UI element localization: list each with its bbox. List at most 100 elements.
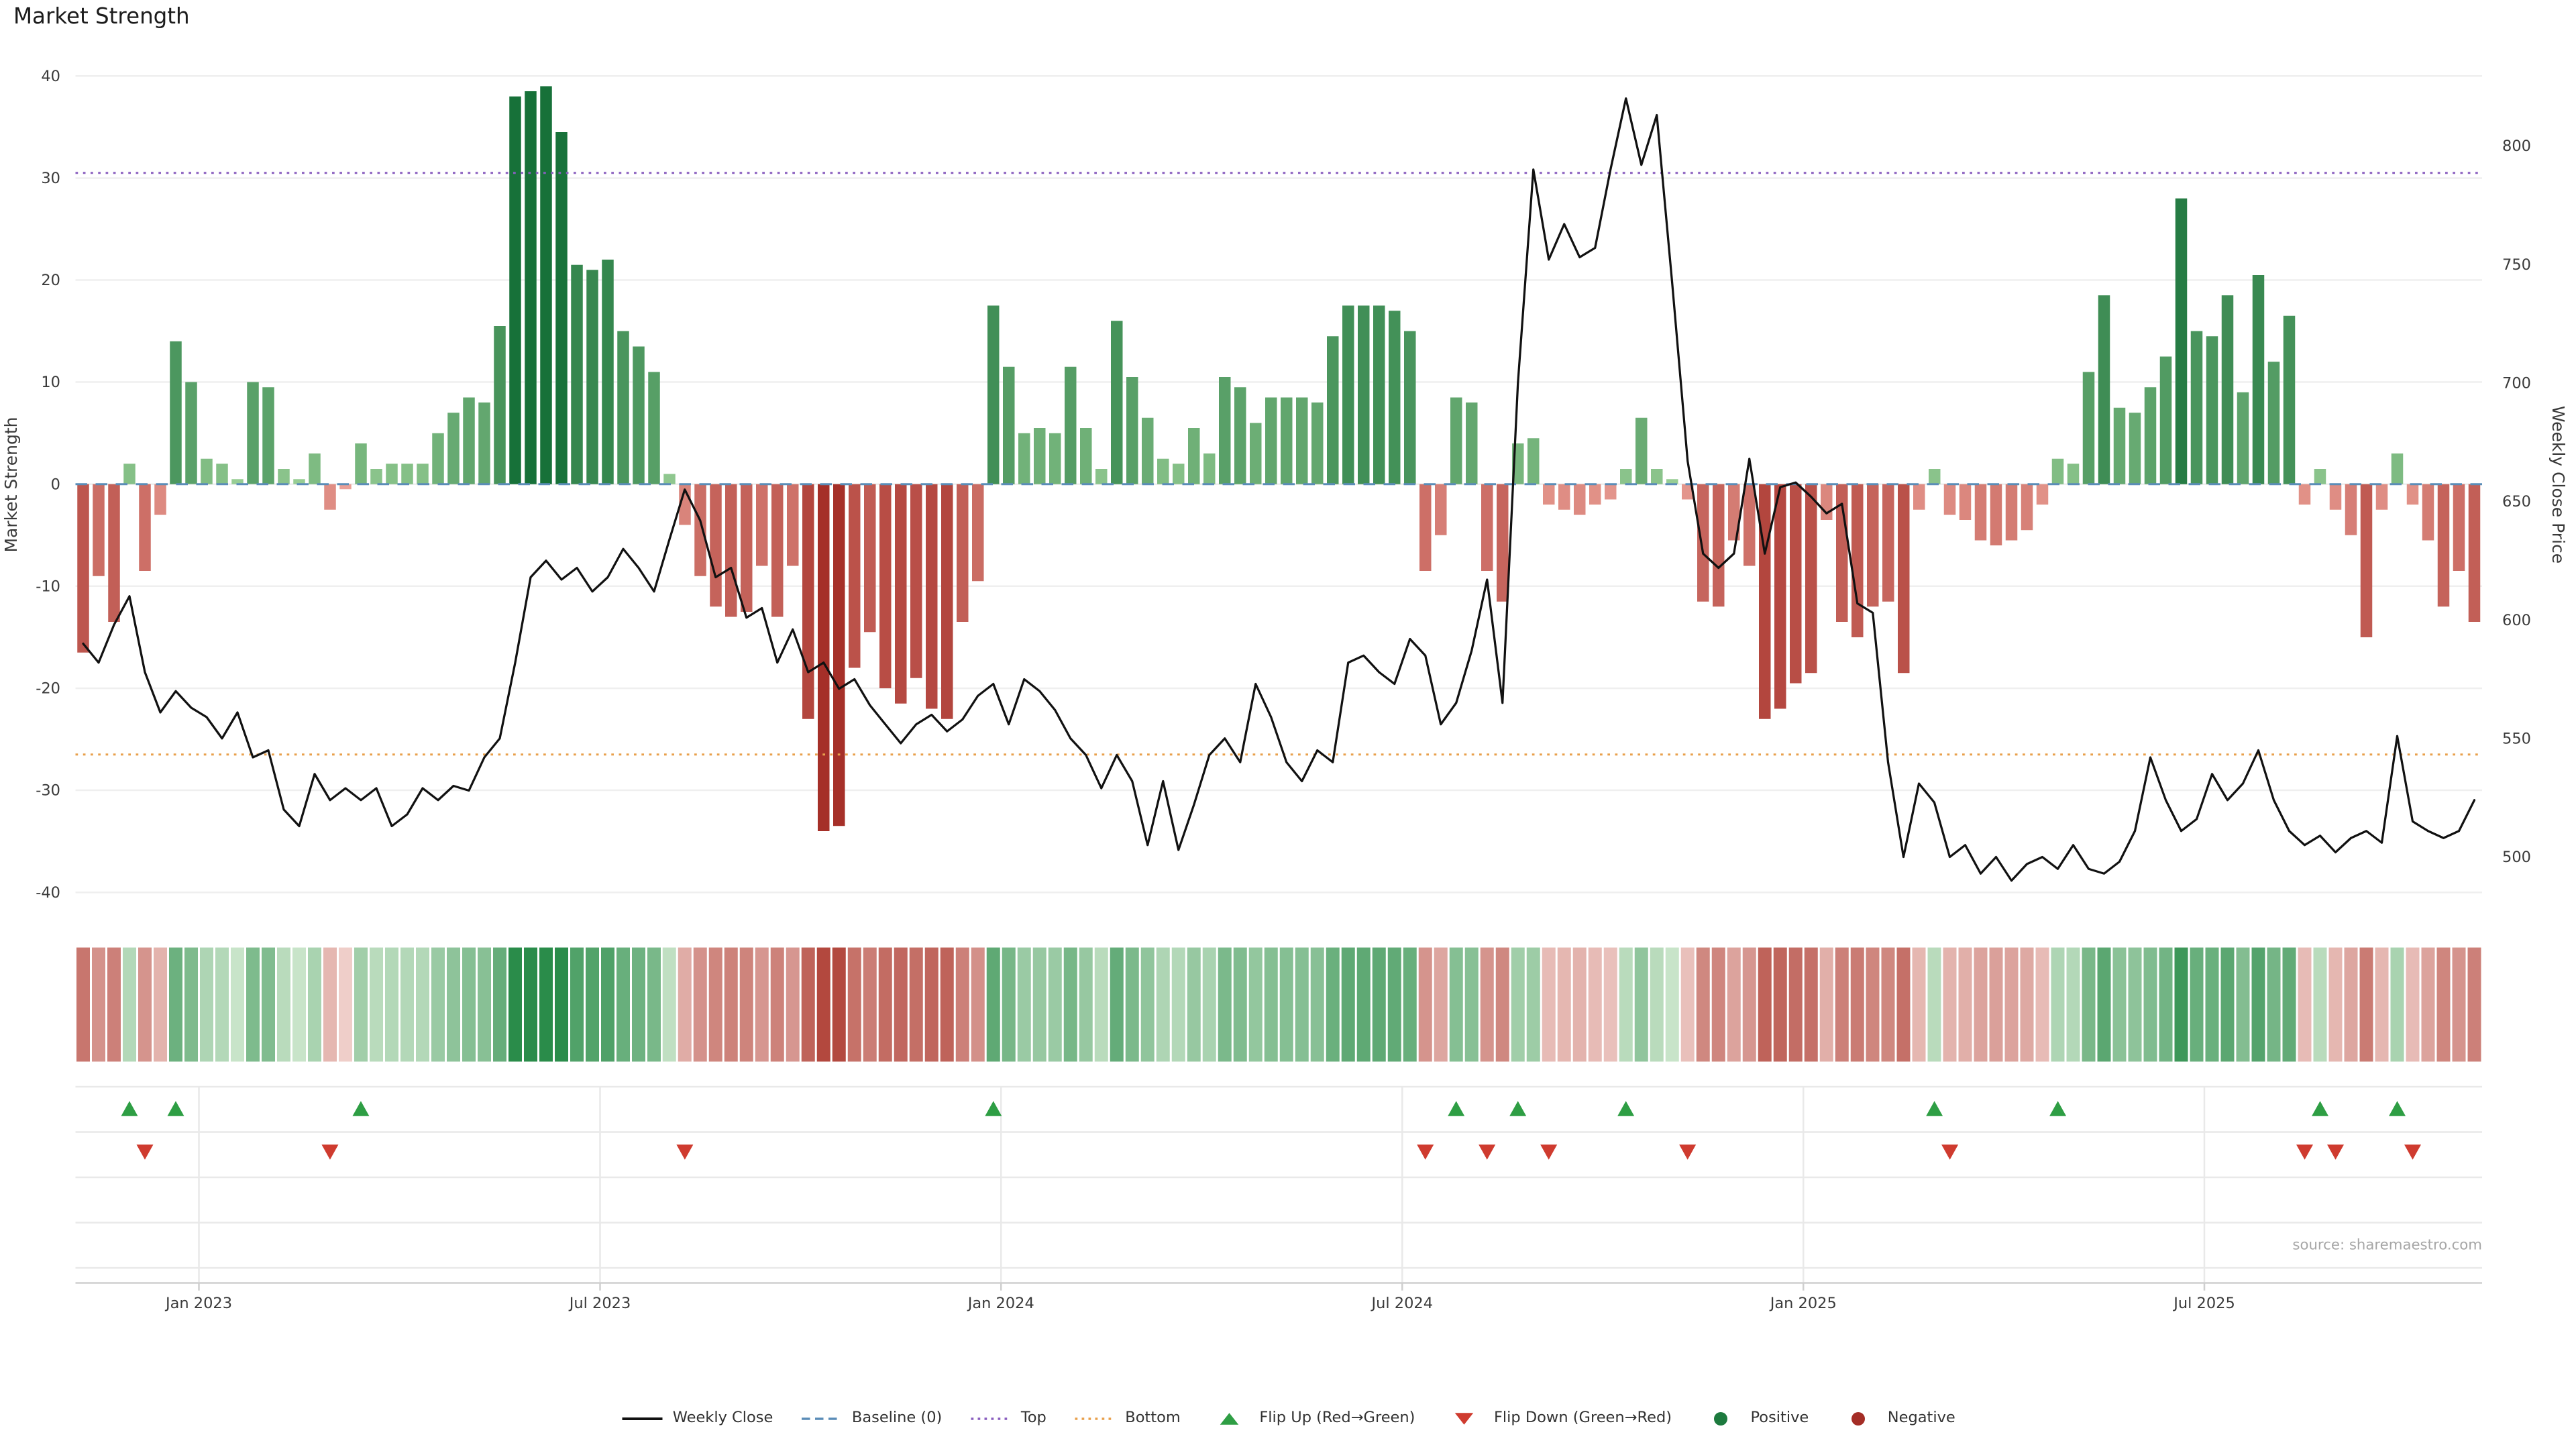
strength-bar — [93, 484, 105, 576]
heatmap-cell — [2452, 947, 2466, 1062]
heatmap-cell — [2375, 947, 2389, 1062]
heatmap-cell — [200, 947, 213, 1062]
y-tick-label: 20 — [41, 272, 60, 289]
heatmap-cell — [370, 947, 383, 1062]
heatmap-cell — [1017, 947, 1031, 1062]
strength-bar — [1851, 484, 1864, 637]
strength-bar — [1358, 305, 1370, 484]
price-tick-label: 700 — [2502, 374, 2531, 392]
heatmap-cell — [1449, 947, 1463, 1062]
heatmap-cell — [2004, 947, 2019, 1062]
heatmap-cell — [2066, 947, 2080, 1062]
heatmap-cell — [508, 947, 522, 1062]
heatmap-cell — [138, 947, 152, 1062]
x-tick-label: Jan 2023 — [164, 1295, 232, 1312]
strength-bar — [1142, 417, 1154, 484]
flip-down-marker — [1417, 1144, 1434, 1160]
strength-bar — [926, 484, 938, 709]
strength-bar — [1635, 417, 1648, 484]
strength-bar — [2159, 356, 2172, 484]
strength-bar — [293, 479, 305, 484]
strength-bar — [617, 331, 629, 484]
heatmap-cell — [1819, 947, 1833, 1062]
strength-bar — [571, 264, 583, 484]
heatmap-cell — [2344, 947, 2358, 1062]
strength-bar — [1373, 305, 1385, 484]
heatmap-cell — [1063, 947, 1077, 1062]
heatmap-cell — [1326, 947, 1340, 1062]
heatmap-cell — [2236, 947, 2250, 1062]
strength-bar — [432, 433, 444, 484]
heatmap-cell — [400, 947, 414, 1062]
heatmap-cell — [586, 947, 599, 1062]
strength-bar — [2237, 392, 2249, 484]
strength-bar — [1389, 311, 1401, 484]
strength-bar — [941, 484, 953, 719]
strength-bar — [1327, 336, 1339, 484]
heatmap-cell — [539, 947, 553, 1062]
right-axis-label: Weekly Close Price — [2548, 406, 2568, 564]
strength-bar — [1821, 484, 1833, 520]
flip-down-marker — [1941, 1144, 1959, 1160]
legend-label: Bottom — [1125, 1410, 1181, 1428]
bottom-dotted-icon — [1075, 1417, 1116, 1420]
heatmap-cell — [154, 947, 167, 1062]
heatmap-cell — [184, 947, 198, 1062]
legend-item: Bottom — [1073, 1409, 1181, 1429]
x-tick-label: Jul 2024 — [1370, 1295, 1433, 1312]
heatmap-cell — [2020, 947, 2034, 1062]
heatmap-cell — [385, 947, 398, 1062]
flip-up-marker — [1448, 1101, 1465, 1116]
strength-bar — [1943, 484, 1956, 515]
heatmap-cell — [354, 947, 368, 1062]
strength-bar — [1203, 453, 1216, 484]
strength-bar — [262, 387, 274, 484]
strength-bar — [1342, 305, 1354, 484]
strength-bar — [231, 479, 244, 484]
strength-bar — [2345, 484, 2357, 535]
strength-bar — [1157, 458, 1169, 484]
strength-bar — [895, 484, 907, 704]
strength-bar — [833, 484, 845, 826]
strength-bar — [417, 464, 429, 484]
strength-bar — [1805, 484, 1817, 674]
strength-bar — [2221, 295, 2234, 484]
strength-bar — [1882, 484, 1894, 602]
strength-bar — [509, 96, 521, 484]
strength-bar — [278, 469, 290, 484]
strength-bar — [401, 464, 413, 484]
heatmap-cell — [2390, 947, 2404, 1062]
heatmap-cell — [1927, 947, 1941, 1062]
strength-bar — [710, 484, 722, 607]
strength-bar — [478, 402, 490, 484]
negative-dot-icon — [1850, 1412, 1864, 1426]
heatmap-cell — [1943, 947, 1957, 1062]
strength-bar — [1543, 484, 1555, 505]
strength-bar — [1419, 484, 1432, 572]
heatmap-cell — [1896, 947, 1911, 1062]
flip-up-marker — [2312, 1101, 2329, 1116]
heatmap-cell — [1079, 947, 1093, 1062]
flip-up-marker — [167, 1101, 184, 1116]
heatmap-cell — [1233, 947, 1247, 1062]
strength-bar — [1651, 469, 1663, 484]
strength-bar — [1311, 402, 1324, 484]
legend-item: Flip Up (Red→Green) — [1208, 1409, 1415, 1429]
heatmap-cell — [431, 947, 445, 1062]
strength-bar — [2082, 372, 2095, 484]
heatmap-cell — [323, 947, 337, 1062]
price-tick-label: 750 — [2502, 256, 2531, 274]
strength-bar — [1697, 484, 1709, 602]
flip-down-triangle-icon — [1454, 1413, 1473, 1425]
heatmap-cell — [632, 947, 645, 1062]
heatmap-cell — [1835, 947, 1849, 1062]
heatmap-cell — [1511, 947, 1525, 1062]
strength-bar — [910, 484, 922, 678]
heatmap-cell — [478, 947, 491, 1062]
heatmap-cell — [1248, 947, 1263, 1062]
legend-label: Baseline (0) — [851, 1410, 943, 1428]
legend-label: Flip Up (Red→Green) — [1259, 1410, 1415, 1428]
strength-bar — [2468, 484, 2481, 623]
heatmap-cell — [2190, 947, 2204, 1062]
heatmap-cell — [1665, 947, 1679, 1062]
